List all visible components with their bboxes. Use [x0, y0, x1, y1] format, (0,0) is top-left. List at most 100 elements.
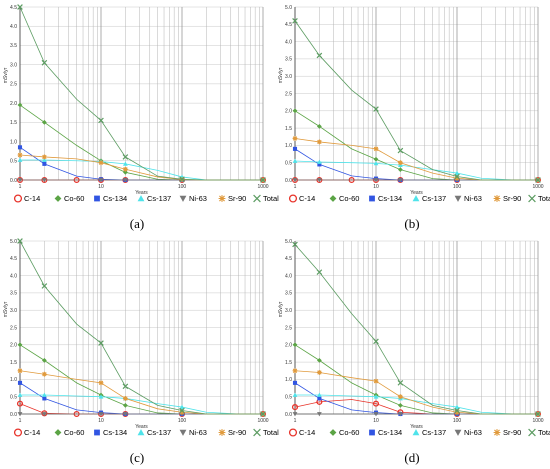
y-tick-label: 5.0 [285, 239, 292, 245]
panel-caption: (d) [404, 450, 419, 465]
data-point-marker [292, 108, 298, 114]
data-point-marker [454, 173, 460, 180]
legend-label: Cs-137 [422, 194, 446, 203]
data-point-marker [316, 269, 323, 275]
x-tick-label: 1 [294, 418, 297, 424]
legend-label: Co-60 [64, 428, 84, 437]
legend-marker-icon [253, 428, 261, 437]
series-line [294, 148, 538, 181]
legend-marker-icon [54, 195, 62, 202]
legend-label: Cs-137 [147, 194, 171, 203]
data-point-marker [122, 161, 128, 166]
data-point-marker [292, 368, 298, 374]
y-tick-label: 0.0 [285, 178, 292, 184]
data-point-marker [292, 380, 298, 385]
chart-panel-3: 0.0 0.5 1.0 1.5 2.0 2.5 3.0 3.5 4.0 4.5 5.0 1 10 100 1… [3, 238, 279, 465]
y-tick-label: 2.0 [10, 343, 17, 349]
data-point-marker [454, 407, 460, 414]
legend-label: Cs-134 [103, 194, 127, 203]
data-point-marker [291, 404, 299, 411]
data-point-marker [179, 407, 185, 414]
data-point-marker [454, 404, 460, 409]
data-point-marker [454, 175, 460, 181]
series-line [20, 159, 263, 181]
data-point-marker [316, 139, 322, 145]
y-tick-label: 3.0 [10, 62, 17, 68]
data-point-marker [122, 402, 128, 408]
data-point-marker [397, 167, 403, 173]
data-point-marker [373, 338, 379, 345]
data-point-marker [122, 383, 129, 390]
y-tick-label: 4.0 [10, 24, 17, 30]
y-tick-label: 3.5 [10, 291, 17, 297]
x-axis-label: Years [410, 190, 423, 196]
legend-marker-icon [13, 194, 23, 203]
y-tick-label: 2.0 [285, 109, 292, 115]
data-point-marker [17, 342, 23, 348]
y-tick-label: 4.5 [10, 256, 17, 262]
legend-label: C-14 [299, 194, 315, 203]
data-point-marker [98, 160, 104, 166]
data-point-marker [292, 178, 298, 183]
data-point-marker [292, 241, 298, 248]
series-line [19, 240, 263, 415]
y-tick-label: 3.5 [10, 43, 17, 49]
series-sr-90 [292, 136, 541, 183]
y-tick-label: 1.0 [10, 377, 17, 383]
data-point-marker [42, 161, 47, 166]
data-point-marker [179, 404, 185, 409]
x-tick-label: 10 [373, 184, 379, 190]
grid [19, 240, 264, 415]
series-cs-134 [292, 380, 541, 417]
data-point-marker [373, 412, 379, 417]
data-point-marker [292, 342, 298, 348]
series-cs-134 [17, 380, 266, 417]
data-point-marker [17, 368, 23, 374]
legend-label: Ni-63 [189, 194, 207, 203]
legend-label: Co-60 [64, 194, 84, 203]
data-point-marker [373, 378, 379, 384]
legend-label: C-14 [299, 428, 315, 437]
y-axis-label: mSv/yr [278, 301, 284, 317]
legend-label: Ni-63 [189, 428, 207, 437]
data-point-marker [292, 18, 298, 24]
data-point-marker [41, 412, 47, 417]
data-point-marker [98, 394, 104, 399]
x-tick-label: 1000 [532, 184, 543, 190]
data-point-marker [179, 176, 185, 183]
data-point-marker [17, 380, 23, 385]
series-total [17, 238, 266, 417]
legend-marker-icon [54, 429, 62, 436]
series-line [19, 6, 263, 181]
x-tick-label: 10 [98, 418, 104, 424]
x-axis-label: Years [135, 190, 148, 196]
series-cs-134 [292, 146, 541, 183]
y-tick-label: 2.5 [285, 325, 292, 331]
data-point-marker [316, 370, 322, 375]
legend-label: Ni-63 [464, 194, 482, 203]
data-point-marker [535, 411, 541, 417]
data-point-marker [316, 178, 322, 183]
series-co-60 [17, 102, 266, 183]
y-tick-label: 0.5 [285, 395, 292, 401]
series-total [292, 241, 541, 417]
data-point-marker [373, 394, 379, 399]
data-point-marker [316, 392, 322, 397]
y-tick-label: 5.0 [285, 5, 292, 11]
data-point-marker [41, 59, 48, 66]
axis-lines [19, 7, 263, 181]
legend-marker-icon [454, 195, 462, 202]
legend: C-14 Co-60 Cs-134 Cs-137 Ni-63 Sr-90 Total [288, 194, 550, 203]
y-tick-label: 1.5 [10, 360, 17, 366]
grid [19, 6, 264, 181]
legend: C-14 Co-60 Cs-134 Cs-137 Ni-63 Sr-90 Total [288, 428, 550, 437]
data-point-marker [316, 159, 322, 164]
data-point-marker [292, 392, 298, 397]
data-point-marker [317, 396, 322, 401]
data-point-marker [373, 156, 379, 162]
x-tick-label: 100 [453, 418, 462, 424]
legend-label: Total [263, 428, 279, 437]
legend-label: Sr-90 [228, 194, 246, 203]
data-point-marker [122, 166, 128, 172]
series-total [292, 18, 541, 183]
